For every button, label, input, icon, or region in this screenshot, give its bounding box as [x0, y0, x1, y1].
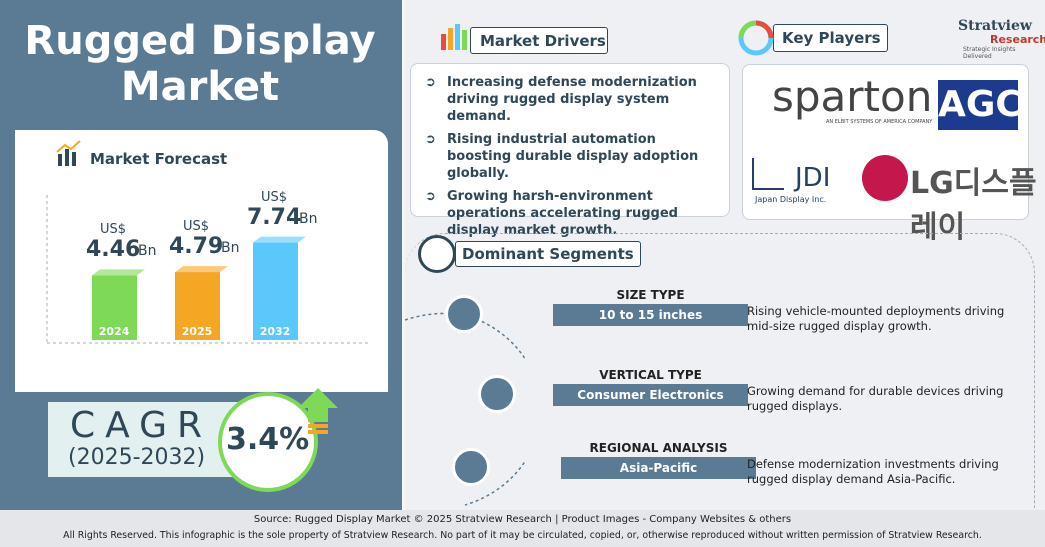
driver-item: Rising industrial automation boosting du…	[419, 131, 721, 182]
segment-value: 10 to 15 inches	[553, 304, 748, 326]
unit: Bn	[221, 240, 240, 257]
logo-sub: AN ELBIT SYSTEMS OF AMERICA COMPANY	[826, 119, 933, 125]
bar	[175, 272, 220, 340]
cagr-band	[48, 402, 248, 477]
cagr-value: 3.4%	[226, 422, 310, 457]
logo-sub: Japan Display Inc.	[755, 195, 827, 204]
bar-top	[92, 269, 145, 276]
players-tag	[773, 24, 888, 52]
currency: US$	[183, 219, 210, 235]
brand-tagline: Strategic Insights Delivered	[963, 46, 1016, 60]
segment-value: Consumer Electronics	[553, 384, 748, 406]
footer-source: Source: Rugged Display Market © 2025 Str…	[253, 514, 792, 525]
currency: US$	[261, 189, 288, 205]
driver-item: Increasing defense modernization driving…	[419, 74, 721, 125]
unit: Bn	[299, 210, 318, 227]
bar-top	[253, 236, 306, 243]
bar-year: 2025	[182, 325, 213, 338]
segments-heading: Dominant Segments	[462, 245, 634, 263]
segment-type: REGIONAL ANALYSIS	[589, 441, 728, 455]
bar	[92, 275, 137, 340]
footer	[0, 510, 1045, 547]
value: 4.46	[86, 237, 141, 263]
forecast-chart: 2024 2025 2032	[46, 195, 370, 344]
brand-sub: Research	[990, 33, 1045, 46]
segment-icon	[478, 375, 516, 413]
logo-mark	[862, 155, 908, 201]
value: 4.79	[169, 234, 224, 260]
cagr-circle	[218, 392, 318, 492]
value: 7.74	[247, 204, 302, 230]
drivers-tag	[470, 27, 608, 54]
segment-text: Rising vehicle-mounted deployments drivi…	[747, 304, 1005, 333]
logo-text: AGC	[938, 80, 1022, 130]
segment-icon	[445, 295, 483, 333]
cagr-period: (2025-2032)	[68, 445, 206, 470]
title: Rugged Display Market	[24, 18, 376, 110]
bar	[253, 242, 298, 340]
forecast-icon	[56, 140, 81, 166]
segment-type: VERTICAL TYPE	[599, 368, 702, 382]
driver-item: Growing harsh-environment operations acc…	[419, 188, 721, 239]
segment-value: Asia-Pacific	[561, 457, 756, 479]
logo-mark	[752, 158, 784, 190]
forecast-card	[15, 130, 388, 392]
players-heading: Key Players	[782, 29, 881, 47]
logo-text: LG디스플레이	[910, 166, 1037, 245]
bar-year: 2032	[260, 325, 291, 338]
up-arrow	[298, 388, 338, 434]
segments-frame	[405, 233, 1035, 508]
logo-text: JDI	[795, 163, 831, 193]
forecast-heading: Market Forecast	[90, 150, 228, 168]
cagr-label: CAGR	[70, 405, 213, 446]
brand-name: Stratview	[958, 18, 1032, 34]
currency: US$	[100, 222, 127, 238]
bar-year: 2024	[99, 325, 130, 338]
unit: Bn	[138, 243, 157, 260]
drivers-heading: Market Drivers	[480, 32, 606, 50]
segment-text: Growing demand for durable devices drivi…	[747, 384, 1004, 413]
bar-top	[175, 266, 228, 273]
drivers-icon	[441, 24, 467, 50]
segment-text: Defense modernization investments drivin…	[747, 457, 999, 486]
drivers-box: Increasing defense modernization driving…	[410, 63, 730, 238]
segments-tag	[455, 241, 641, 267]
players-icon	[738, 20, 774, 56]
logo-text: sparton	[772, 72, 933, 121]
segment-icon	[452, 448, 490, 486]
segment-type: SIZE TYPE	[616, 288, 685, 302]
segments-icon	[418, 235, 456, 273]
footer-rights: All Rights Reserved. This infographic is…	[63, 530, 982, 541]
